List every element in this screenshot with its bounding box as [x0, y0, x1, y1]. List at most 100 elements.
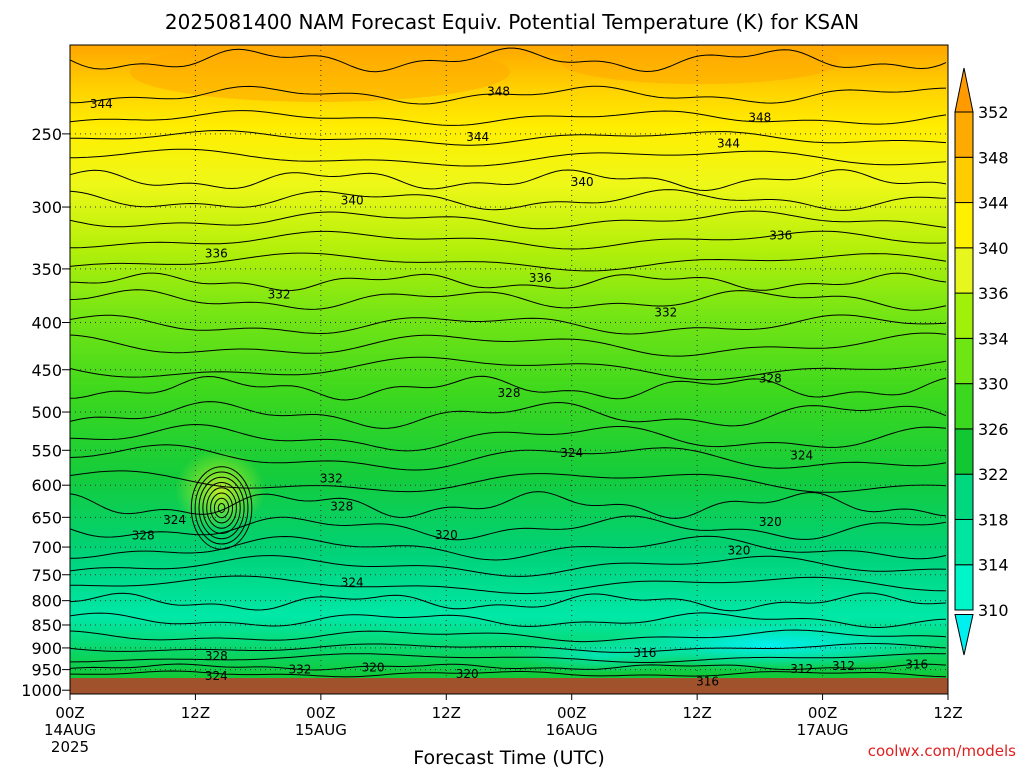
contour-label: 320 — [456, 667, 479, 681]
contour-line — [190, 466, 253, 550]
contour-line — [202, 481, 241, 534]
contour-line — [70, 375, 947, 401]
contour-line — [217, 502, 226, 513]
contour-label: 324 — [163, 513, 186, 527]
contour-line — [70, 444, 947, 471]
contour-line — [70, 535, 947, 561]
contour-line — [70, 210, 947, 230]
colorbar-segment — [954, 383, 974, 430]
contour-line — [70, 85, 947, 105]
contour-line — [70, 252, 947, 272]
y-tick-label: 950 — [31, 661, 62, 680]
grid-lines — [70, 45, 948, 680]
contour-label: 324 — [341, 576, 364, 590]
contour-label: 344 — [90, 97, 113, 111]
x-tick-date: 15AUG — [295, 721, 347, 739]
x-tick-label: 12Z — [682, 704, 711, 722]
contour-label: 320 — [435, 528, 458, 542]
y-tick-label: 300 — [31, 198, 62, 217]
cold-pocket — [510, 637, 690, 673]
contour-line — [206, 487, 237, 529]
colorbar-label: 340 — [978, 239, 1009, 258]
contour-line — [70, 491, 947, 519]
contour-line — [70, 332, 947, 357]
x-tick-year: 2025 — [51, 738, 89, 756]
y-tick-label: 750 — [31, 566, 62, 585]
colorbar-label: 348 — [978, 148, 1009, 167]
x-tick-label: 12Z — [432, 704, 461, 722]
contour-label: 344 — [717, 136, 740, 150]
colorbar-label: 344 — [978, 194, 1009, 213]
contour-label: 336 — [529, 271, 552, 285]
x-tick-label: 12Z — [933, 704, 962, 722]
contour-line — [70, 575, 946, 595]
contour-line — [70, 592, 947, 612]
colorbar-segment — [954, 111, 974, 158]
colorbar-segment — [954, 564, 974, 611]
y-tick-label: 1000 — [21, 681, 62, 700]
contour-label: 328 — [205, 649, 228, 663]
x-tick-date: 16AUG — [546, 721, 598, 739]
contour-label: 316 — [905, 658, 928, 672]
contour-label: 332 — [288, 663, 311, 677]
contour-label: 328 — [498, 386, 521, 400]
y-tick-label: 800 — [31, 592, 62, 611]
contour-label: 340 — [341, 193, 364, 207]
colorbar-segment — [954, 292, 974, 339]
x-tick-label: 12Z — [181, 704, 210, 722]
contour-line — [70, 110, 947, 126]
y-tick-label: 700 — [31, 538, 62, 557]
y-tick-label: 500 — [31, 403, 62, 422]
contour-label: 336 — [769, 228, 792, 242]
contour-line — [70, 670, 947, 678]
y-tick-label: 450 — [31, 361, 62, 380]
contour-lines — [70, 47, 947, 678]
colorbar-segment — [954, 337, 974, 385]
contour-line — [70, 555, 947, 577]
contour-label: 312 — [790, 662, 813, 676]
y-tick-label: 550 — [31, 441, 62, 460]
contour-line — [194, 471, 249, 545]
colorbar-label: 334 — [978, 329, 1009, 348]
contour-line — [70, 653, 947, 663]
y-tick-label: 400 — [31, 313, 62, 332]
colorbar-label: 314 — [978, 556, 1009, 575]
colorbar-segment — [954, 202, 974, 249]
chart-title: 2025081400 NAM Forecast Equiv. Potential… — [165, 10, 859, 34]
colorbar-segment — [954, 247, 974, 294]
contour-label: 320 — [362, 660, 385, 674]
colorbar-label: 322 — [978, 465, 1009, 484]
contour-line — [70, 129, 947, 146]
contour-label: 340 — [571, 175, 594, 189]
colorbar-label: 318 — [978, 510, 1009, 529]
contour-label: 316 — [696, 675, 719, 689]
contour-line — [70, 169, 947, 192]
contour-line — [70, 612, 947, 628]
contour-label: 328 — [132, 528, 155, 542]
contour-label: 328 — [759, 372, 782, 386]
contour-label: 348 — [748, 110, 771, 124]
contour-line — [198, 476, 245, 540]
contour-label: 332 — [320, 471, 343, 485]
y-tick-label: 900 — [31, 639, 62, 658]
contour-line — [70, 272, 947, 292]
contour-line — [70, 356, 947, 381]
contour-line — [70, 314, 947, 335]
contour-line — [70, 289, 947, 311]
contour-label: 332 — [654, 305, 677, 319]
contour-label: 324 — [560, 446, 583, 460]
x-tick-date: 17AUG — [797, 721, 849, 739]
contour-label: 324 — [205, 669, 228, 683]
warm-pocket — [560, 45, 840, 84]
contour-line — [70, 515, 947, 541]
x-tick-label: 00Z — [557, 704, 586, 722]
contour-line — [70, 401, 947, 429]
contour-label: 316 — [633, 646, 656, 660]
y-tick-label: 850 — [31, 616, 62, 635]
contour-line — [70, 189, 947, 211]
contour-label: 320 — [759, 515, 782, 529]
x-tick-label: 00Z — [306, 704, 335, 722]
contour-line — [70, 47, 947, 73]
contour-labels: 344 348 344 348 344 340 340 336 336 336 332 332 328 3… — [90, 85, 928, 689]
